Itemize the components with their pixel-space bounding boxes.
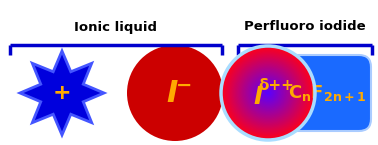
Circle shape — [228, 52, 308, 134]
Circle shape — [251, 77, 285, 109]
Circle shape — [229, 54, 307, 132]
Circle shape — [236, 61, 300, 125]
Circle shape — [231, 56, 305, 130]
Circle shape — [240, 65, 296, 121]
Circle shape — [256, 81, 280, 105]
Circle shape — [264, 89, 272, 97]
Circle shape — [249, 74, 287, 112]
Circle shape — [236, 61, 300, 125]
Text: Ionic liquid: Ionic liquid — [74, 20, 158, 33]
Circle shape — [265, 89, 271, 97]
Circle shape — [243, 68, 293, 118]
Circle shape — [262, 87, 274, 99]
Text: δ++: δ++ — [258, 77, 294, 93]
Circle shape — [234, 59, 302, 127]
Circle shape — [244, 69, 292, 117]
Circle shape — [248, 72, 288, 114]
Circle shape — [260, 85, 276, 101]
Circle shape — [253, 78, 283, 108]
Circle shape — [245, 70, 291, 116]
Circle shape — [249, 74, 287, 112]
Text: +: + — [53, 83, 71, 103]
Circle shape — [231, 55, 305, 131]
Circle shape — [267, 92, 269, 94]
Circle shape — [255, 80, 281, 106]
Circle shape — [260, 85, 276, 101]
Circle shape — [257, 82, 279, 104]
Circle shape — [233, 58, 303, 128]
Circle shape — [221, 46, 315, 140]
Circle shape — [251, 76, 285, 110]
Circle shape — [256, 81, 280, 105]
Circle shape — [242, 67, 294, 119]
FancyBboxPatch shape — [273, 55, 371, 131]
Circle shape — [238, 63, 298, 123]
Circle shape — [254, 79, 282, 107]
Circle shape — [225, 50, 311, 136]
Circle shape — [245, 69, 291, 116]
Circle shape — [224, 49, 312, 137]
Circle shape — [250, 75, 286, 111]
Polygon shape — [20, 51, 104, 135]
Circle shape — [263, 88, 273, 98]
Circle shape — [222, 47, 314, 139]
Circle shape — [265, 90, 271, 96]
Circle shape — [259, 84, 277, 102]
Circle shape — [222, 47, 314, 139]
Text: I: I — [253, 85, 263, 109]
Circle shape — [258, 83, 278, 103]
Circle shape — [239, 64, 297, 122]
Circle shape — [259, 84, 277, 102]
Text: −: − — [176, 76, 192, 95]
Circle shape — [266, 91, 270, 95]
Circle shape — [237, 62, 299, 124]
Circle shape — [241, 66, 295, 120]
Circle shape — [235, 60, 301, 126]
Text: I: I — [166, 78, 178, 107]
Circle shape — [267, 92, 269, 94]
Circle shape — [229, 54, 307, 132]
Circle shape — [266, 91, 270, 95]
Circle shape — [247, 72, 289, 114]
Text: Perfluoro iodide: Perfluoro iodide — [244, 20, 366, 33]
Circle shape — [246, 71, 290, 115]
Circle shape — [225, 50, 311, 136]
Circle shape — [253, 78, 283, 108]
Circle shape — [127, 45, 223, 141]
Circle shape — [242, 67, 294, 119]
Circle shape — [263, 88, 273, 98]
Circle shape — [261, 86, 275, 100]
Circle shape — [228, 53, 308, 133]
Circle shape — [243, 68, 293, 118]
Circle shape — [232, 57, 304, 129]
Text: $\mathbf{C_nF_{2n+1}}$: $\mathbf{C_nF_{2n+1}}$ — [288, 83, 366, 103]
Circle shape — [250, 75, 286, 111]
Circle shape — [240, 65, 296, 121]
Circle shape — [233, 58, 303, 128]
Circle shape — [223, 48, 313, 138]
Circle shape — [248, 73, 288, 113]
Circle shape — [237, 62, 299, 124]
Circle shape — [254, 79, 282, 107]
Circle shape — [226, 51, 310, 135]
Circle shape — [239, 64, 297, 122]
Circle shape — [230, 55, 306, 131]
Circle shape — [252, 77, 284, 109]
Circle shape — [257, 82, 279, 104]
Circle shape — [227, 52, 309, 134]
Circle shape — [246, 71, 290, 115]
Circle shape — [234, 59, 302, 126]
Circle shape — [232, 57, 304, 129]
Circle shape — [223, 48, 313, 138]
Circle shape — [226, 51, 310, 135]
Circle shape — [262, 87, 274, 99]
